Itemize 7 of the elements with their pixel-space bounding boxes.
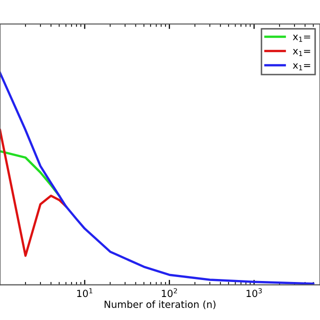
x-tick-label: 10$^{3}$ — [246, 288, 262, 298]
legend-label: x$_{1}$= — [292, 49, 310, 56]
legend-label: x$_{1}$= — [292, 34, 310, 42]
x-axis-title: Number of iteration (n) — [104, 300, 216, 310]
x-tick-label: 10$^{2}$ — [162, 288, 177, 298]
legend-label: x$_{1}$= — [292, 63, 310, 70]
x-tick-label: 10$^{1}$ — [77, 288, 92, 298]
